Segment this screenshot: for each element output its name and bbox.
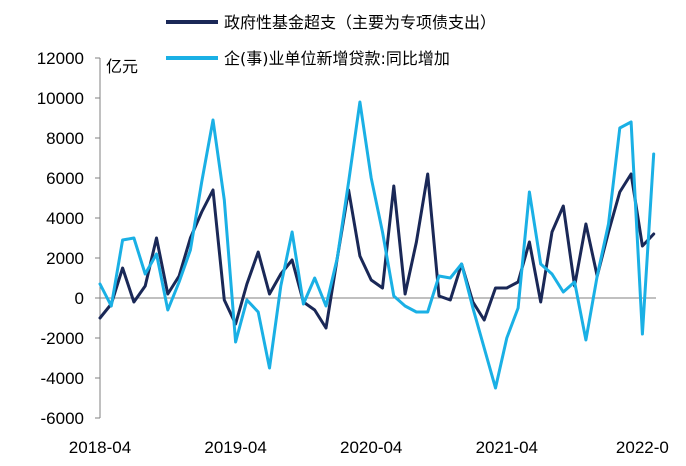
x-tick-label: 2021-04 xyxy=(476,438,538,457)
y-tick-label: 4000 xyxy=(46,209,84,228)
x-tick-label: 2019-04 xyxy=(204,438,266,457)
series-layer xyxy=(98,100,656,390)
y-tick-label: -2000 xyxy=(41,329,84,348)
legend: 政府性基金超支（主要为专项债支出） 企(事)业单位新增贷款:同比增加 xyxy=(166,13,496,68)
y-tick-label: 12000 xyxy=(37,49,84,68)
axes: -6000 -4000 -2000 0 2000 4000 6000 8000 10000 120… xyxy=(37,49,669,457)
y-tick-label: 0 xyxy=(75,289,84,308)
legend-label-series-1: 政府性基金超支（主要为专项债支出） xyxy=(224,13,496,32)
y-axis-unit-label: 亿元 xyxy=(106,57,138,76)
series-line-1 xyxy=(98,172,656,330)
y-tick-label: 10000 xyxy=(37,89,84,108)
x-tick-label: 2022-0 xyxy=(616,438,669,457)
y-tick-label: -6000 xyxy=(41,409,84,428)
x-tick-label: 2018-04 xyxy=(69,438,131,457)
x-tick-label: 2020-04 xyxy=(340,438,402,457)
y-tick-label: 2000 xyxy=(46,249,84,268)
legend-label-series-2: 企(事)业单位新增贷款:同比增加 xyxy=(224,49,450,68)
y-tick-label: 8000 xyxy=(46,129,84,148)
y-tick-label: 6000 xyxy=(46,169,84,188)
y-tick-label: -4000 xyxy=(41,369,84,388)
series-line-2 xyxy=(98,100,656,390)
